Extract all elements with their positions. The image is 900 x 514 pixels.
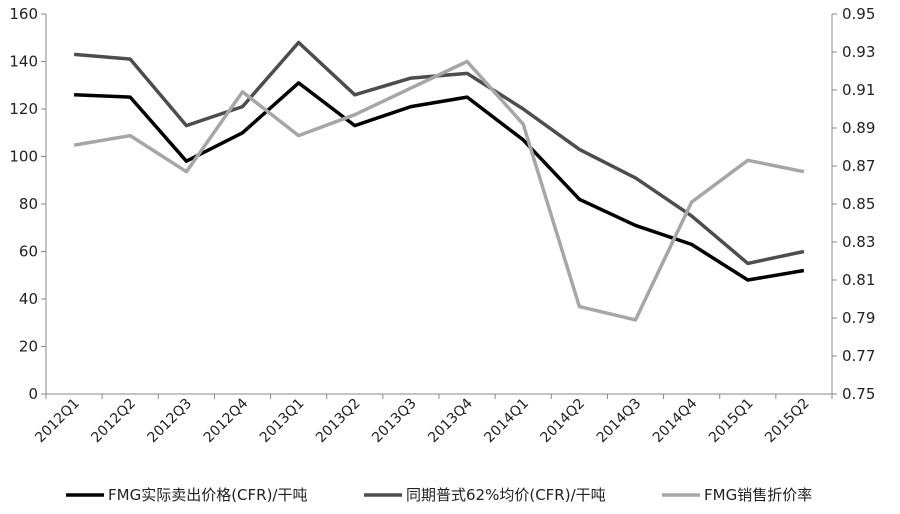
legend: FMG实际卖出价格(CFR)/干吨 同期普式62%均价(CFR)/干吨 FMG销… <box>66 486 812 504</box>
legend-item-platts-avg: 同期普式62%均价(CFR)/干吨 <box>364 486 606 504</box>
left-tick-label: 120 <box>9 100 38 118</box>
x-tick-label: 2014Q4 <box>650 395 701 446</box>
x-tick-label: 2013Q3 <box>369 396 420 447</box>
right-tick-label: 0.87 <box>842 157 875 175</box>
left-tick-label: 0 <box>28 385 38 403</box>
axes <box>45 14 833 395</box>
x-tick-label: 2013Q2 <box>313 396 364 447</box>
x-tick-label: 2012Q3 <box>145 396 196 447</box>
x-tick-label: 2013Q1 <box>257 396 308 447</box>
x-tick-label: 2012Q4 <box>201 395 252 446</box>
right-tick-label: 0.81 <box>842 271 875 289</box>
left-tick-label: 80 <box>19 195 38 213</box>
series-line-fmg-price <box>74 81 805 282</box>
x-tick-label: 2014Q1 <box>481 396 532 447</box>
left-tick-label: 40 <box>19 290 38 308</box>
right-tick-label: 0.79 <box>842 309 875 327</box>
left-tick-labels: 0 20 40 60 80 100 120 140 160 <box>9 5 46 403</box>
left-tick-label: 140 <box>9 53 38 71</box>
left-tick-label: 160 <box>9 5 38 23</box>
x-tick-label: 2015Q1 <box>706 396 757 447</box>
legend-label-fmg-price: FMG实际卖出价格(CFR)/干吨 <box>108 486 307 504</box>
right-tick-label: 0.85 <box>842 195 875 213</box>
right-tick-label: 0.91 <box>842 81 875 99</box>
left-tick-label: 100 <box>9 148 38 166</box>
legend-item-discount-rate: FMG销售折价率 <box>662 486 812 504</box>
right-tick-labels: 0.75 0.77 0.79 0.81 0.83 0.85 0.87 0.89 0.91 0.93… <box>832 5 875 403</box>
legend-label-discount-rate: FMG销售折价率 <box>704 486 812 504</box>
left-tick-label: 20 <box>19 338 38 356</box>
left-tick-label: 60 <box>19 243 38 261</box>
right-tick-label: 0.93 <box>842 43 875 61</box>
series-lines <box>73 40 805 322</box>
x-tick-label: 2012Q1 <box>32 396 83 447</box>
right-tick-label: 0.75 <box>842 385 875 403</box>
legend-item-fmg-price: FMG实际卖出价格(CFR)/干吨 <box>66 486 307 504</box>
right-tick-label: 0.95 <box>842 5 875 23</box>
x-tick-label: 2012Q2 <box>88 396 139 447</box>
x-tick-labels: 2012Q1 2012Q2 2012Q3 2012Q4 2013Q1 2013Q2 2013… <box>32 394 833 447</box>
series-line-discount-rate <box>73 59 805 322</box>
right-tick-label: 0.77 <box>842 347 875 365</box>
right-tick-label: 0.89 <box>842 119 875 137</box>
legend-label-platts-avg: 同期普式62%均价(CFR)/干吨 <box>406 486 606 504</box>
x-tick-label: 2015Q2 <box>762 396 813 447</box>
x-tick-label: 2014Q3 <box>594 396 645 447</box>
right-tick-label: 0.83 <box>842 233 875 251</box>
x-tick-label: 2013Q4 <box>425 395 476 446</box>
x-tick-label: 2014Q2 <box>538 396 589 447</box>
